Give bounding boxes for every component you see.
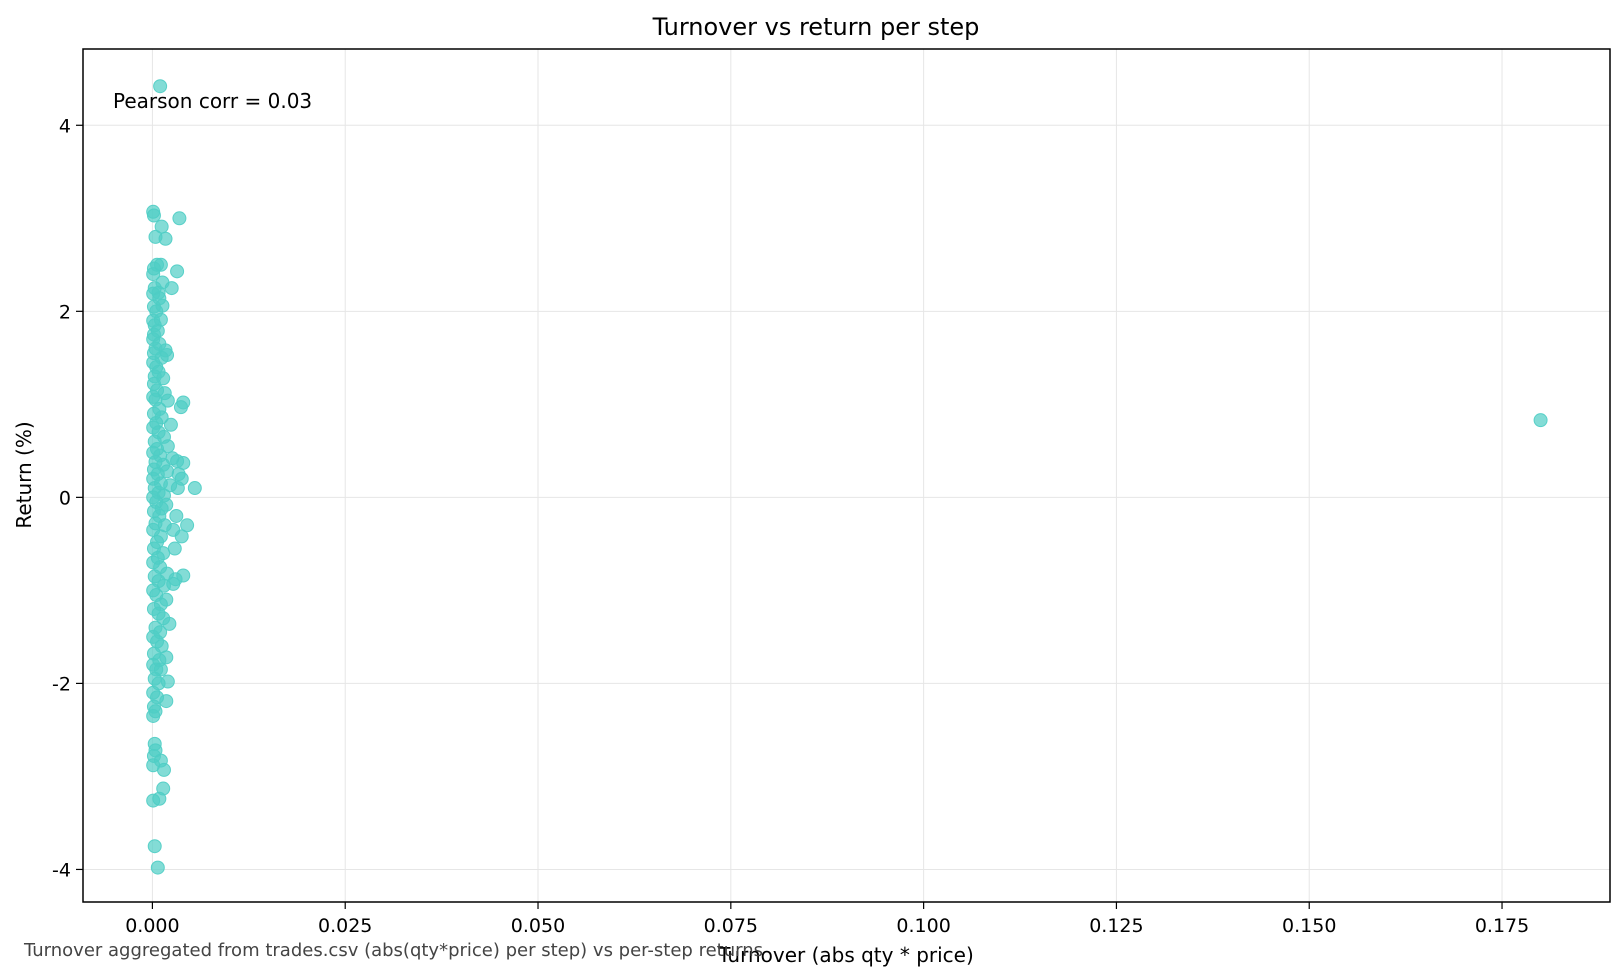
data-point [180, 518, 195, 533]
footnote: Turnover aggregated from trades.csv (abs… [24, 940, 763, 961]
x-tick-label: 0.100 [896, 915, 950, 937]
data-point [173, 400, 188, 415]
x-tick-label: 0.125 [1089, 915, 1143, 937]
chart-title: Turnover vs return per step [652, 13, 980, 41]
x-tick-label: 0.150 [1282, 915, 1336, 937]
data-point [158, 231, 173, 246]
x-axis-ticks: 0.000 0.025 0.050 0.075 0.100 0.125 0.150 0.175 [125, 902, 1529, 937]
grid-lines [83, 49, 1610, 902]
data-point [187, 481, 202, 496]
x-tick-label: 0.175 [1475, 915, 1529, 937]
data-point [1533, 413, 1548, 428]
data-point [159, 694, 174, 709]
data-point [170, 481, 185, 496]
data-point [156, 762, 171, 777]
x-tick-label: 0.075 [704, 915, 758, 937]
data-point [162, 616, 177, 631]
data-point [152, 791, 167, 806]
data-point [153, 79, 168, 94]
x-tick-label: 0.000 [125, 915, 179, 937]
data-point [146, 267, 161, 282]
x-tick-label: 0.025 [318, 915, 372, 937]
y-tick-label: -4 [52, 859, 71, 881]
data-points [146, 79, 1548, 875]
y-axis-ticks: -4 -2 0 2 4 [52, 115, 83, 881]
x-axis-label: Turnover (abs qty * price) [717, 943, 974, 967]
data-point [146, 208, 161, 223]
data-point [174, 529, 189, 544]
data-point [147, 839, 162, 854]
y-axis-label: Return (%) [12, 421, 36, 528]
data-point [163, 417, 178, 432]
data-point [160, 393, 175, 408]
data-point [172, 211, 187, 226]
data-point [168, 572, 183, 587]
y-tick-label: 4 [59, 115, 71, 137]
correlation-annotation: Pearson corr = 0.03 [113, 89, 312, 113]
data-point [167, 541, 182, 556]
y-tick-label: 0 [59, 487, 71, 509]
data-point [169, 508, 184, 523]
data-point [164, 281, 179, 296]
x-tick-label: 0.050 [511, 915, 565, 937]
plot-frame [82, 48, 1611, 903]
data-point [170, 264, 185, 279]
data-point [150, 860, 165, 875]
data-point [146, 708, 161, 723]
y-tick-label: -2 [52, 673, 71, 695]
y-tick-label: 2 [59, 301, 71, 323]
